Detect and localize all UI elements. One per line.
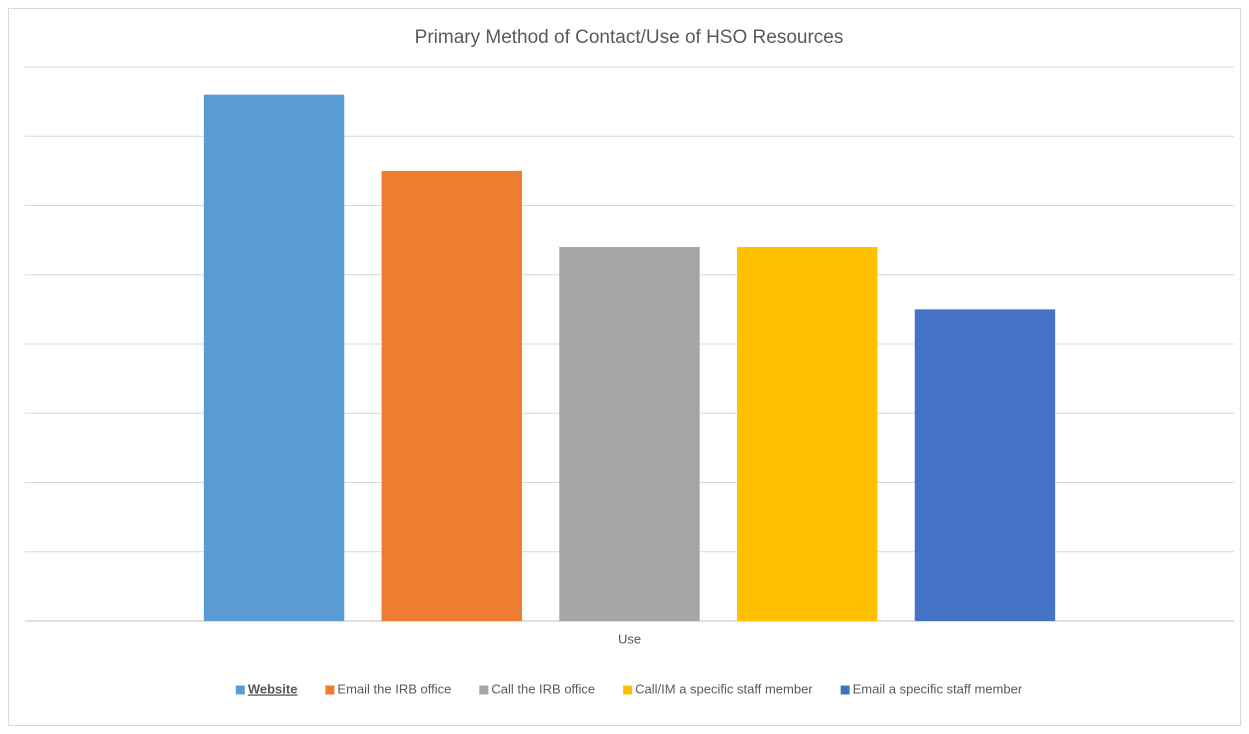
x-tick-label: Use	[618, 631, 641, 646]
bar	[914, 309, 1056, 621]
legend-label[interactable]: Call the IRB office	[491, 681, 595, 696]
bar	[559, 247, 700, 622]
legend-label[interactable]: Call/IM a specific staff member	[635, 681, 813, 696]
bar	[381, 170, 522, 621]
legend-swatch	[840, 685, 850, 695]
legend-swatch	[325, 685, 335, 695]
legend-swatch	[623, 685, 633, 695]
legend-label[interactable]: Email the IRB office	[337, 681, 451, 696]
legend-swatch	[479, 685, 489, 695]
bar	[203, 94, 345, 621]
legend-label[interactable]: Website	[248, 681, 298, 696]
chart-title: Primary Method of Contact/Use of HSO Res…	[415, 27, 844, 48]
legend-swatch	[235, 685, 245, 695]
legend-label[interactable]: Email a specific staff member	[853, 681, 1023, 696]
bar	[737, 247, 878, 622]
